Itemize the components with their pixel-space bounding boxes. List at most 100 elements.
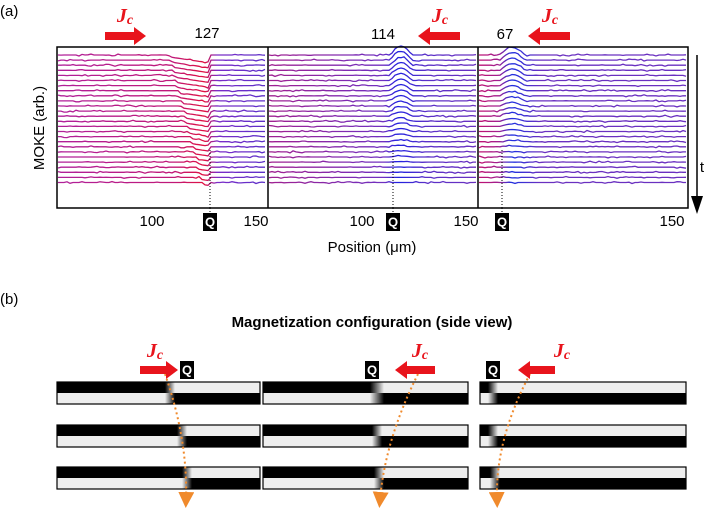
domain-wall bbox=[177, 436, 187, 447]
strip-frame bbox=[56, 424, 261, 448]
domain-wall bbox=[372, 425, 382, 436]
strip-frame bbox=[262, 424, 469, 448]
trace bbox=[269, 149, 476, 154]
bottom-layer-left bbox=[57, 436, 177, 447]
panel-title: Magnetization configuration (side view) bbox=[232, 314, 513, 331]
current-arrow bbox=[418, 27, 460, 45]
pulse-count: 114 bbox=[371, 26, 395, 43]
marker-box bbox=[203, 213, 217, 231]
trace bbox=[479, 46, 687, 57]
traces bbox=[57, 45, 687, 186]
x-tick-label: 150 bbox=[659, 213, 684, 230]
trace bbox=[479, 165, 687, 169]
current-label: Jc bbox=[541, 5, 559, 29]
trace bbox=[268, 100, 477, 108]
trace bbox=[57, 170, 265, 176]
trace bbox=[479, 57, 686, 67]
current-arrow bbox=[395, 361, 435, 379]
trace bbox=[478, 95, 687, 103]
bottom-layer-right bbox=[187, 436, 260, 447]
trace bbox=[57, 165, 265, 172]
domain-wall bbox=[182, 467, 192, 478]
top-layer-right bbox=[382, 425, 468, 436]
trace bbox=[57, 58, 266, 69]
current-label: Jc bbox=[411, 340, 429, 364]
trace bbox=[58, 99, 265, 108]
domain-wall bbox=[374, 467, 384, 478]
domain-wall bbox=[490, 467, 500, 478]
trace bbox=[58, 68, 266, 79]
trace bbox=[479, 128, 687, 134]
bottom-layer-right bbox=[382, 436, 468, 447]
trace bbox=[479, 111, 686, 118]
domain-wall bbox=[488, 425, 498, 436]
trace bbox=[268, 122, 476, 128]
current-subscript: c bbox=[564, 348, 571, 363]
trace bbox=[269, 89, 476, 98]
domain-wall bbox=[370, 393, 384, 404]
trace bbox=[58, 119, 265, 128]
current-arrow bbox=[105, 27, 146, 45]
trace bbox=[57, 84, 265, 93]
trace bbox=[269, 144, 477, 149]
strip-frame bbox=[262, 381, 469, 405]
trace bbox=[478, 160, 687, 164]
trace bbox=[268, 165, 476, 169]
trace bbox=[269, 61, 476, 72]
trace bbox=[479, 63, 687, 72]
domain-wall bbox=[488, 382, 498, 393]
trace bbox=[269, 105, 476, 113]
current-subscript: c bbox=[422, 348, 429, 363]
trace bbox=[478, 134, 686, 139]
trace bbox=[58, 155, 265, 162]
trace bbox=[268, 83, 477, 93]
wall-trajectory bbox=[164, 373, 195, 508]
current-subscript: c bbox=[442, 13, 449, 28]
pulse-count: 127 bbox=[194, 25, 219, 42]
domain-wall bbox=[177, 425, 187, 436]
marker-label: Q bbox=[205, 214, 215, 229]
marker-box bbox=[386, 213, 400, 231]
trace bbox=[57, 104, 265, 113]
trace bbox=[478, 79, 687, 88]
current-subscript: c bbox=[157, 348, 164, 363]
trace bbox=[269, 50, 476, 62]
top-layer-right bbox=[500, 467, 686, 478]
marker-label: Q bbox=[367, 362, 377, 377]
trace bbox=[268, 180, 477, 185]
strip-frame bbox=[262, 466, 469, 490]
x-tick-label: 100 bbox=[349, 213, 374, 230]
x-tick-label: 100 bbox=[139, 213, 164, 230]
trace bbox=[479, 117, 687, 123]
trace bbox=[57, 94, 265, 103]
top-layer-left bbox=[480, 467, 490, 478]
bottom-layer-right bbox=[500, 478, 686, 489]
panel-label: (a) bbox=[0, 3, 18, 20]
current-symbol: J bbox=[553, 340, 565, 362]
top-layer-right bbox=[192, 467, 260, 478]
strip-frame bbox=[479, 466, 687, 490]
current-symbol: J bbox=[116, 5, 128, 27]
trace bbox=[58, 114, 265, 123]
trace bbox=[58, 63, 265, 74]
marker-box bbox=[365, 361, 379, 379]
trace bbox=[58, 135, 265, 143]
top-layer-left bbox=[263, 382, 370, 393]
trace bbox=[268, 94, 476, 103]
trace bbox=[269, 72, 477, 83]
trace bbox=[58, 124, 265, 133]
trace bbox=[479, 181, 686, 185]
trace bbox=[479, 175, 687, 179]
domain-wall bbox=[374, 478, 384, 489]
marker-label: Q bbox=[497, 214, 507, 229]
current-subscript: c bbox=[552, 13, 559, 28]
trace bbox=[269, 111, 477, 118]
current-symbol: J bbox=[431, 5, 443, 27]
trace bbox=[479, 107, 687, 113]
time-arrowhead bbox=[691, 196, 703, 214]
wall-trajectory bbox=[372, 373, 419, 508]
trace bbox=[57, 145, 265, 152]
current-symbol: J bbox=[411, 340, 423, 362]
panel-label: (b) bbox=[0, 291, 18, 308]
trace bbox=[57, 53, 266, 64]
